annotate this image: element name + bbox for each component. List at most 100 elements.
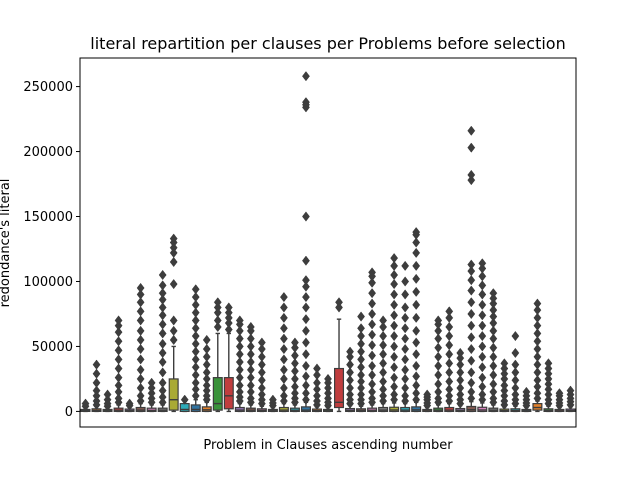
outlier-point (412, 312, 421, 323)
plot-area (80, 71, 576, 413)
outlier-point (158, 377, 167, 388)
outlier-point (202, 380, 211, 391)
outlier-point (136, 395, 145, 407)
outlier-point (302, 388, 310, 399)
outlier-point (489, 333, 498, 344)
outlier-point (500, 380, 509, 391)
outlier-point (379, 395, 388, 407)
outlier-point (158, 347, 167, 359)
outlier-point (224, 317, 233, 329)
outlier-point (489, 317, 498, 329)
outlier-point (390, 372, 399, 383)
outlier-point (500, 363, 509, 374)
outlier-point (379, 349, 388, 360)
outlier-point (467, 265, 476, 277)
outlier-point (114, 393, 123, 404)
outlier-point (136, 343, 145, 355)
outlier-point (235, 341, 244, 352)
outlier-point (434, 393, 443, 404)
outlier-point (390, 269, 399, 281)
outlier-point (467, 355, 476, 366)
outlier-point (92, 377, 101, 388)
outlier-point (412, 237, 421, 248)
outlier-point (191, 369, 200, 381)
outlier-point (279, 291, 288, 303)
outlier-point (456, 347, 465, 359)
outlier-point (114, 315, 123, 326)
outlier-point (136, 325, 145, 336)
box-iqr (212, 377, 223, 411)
outlier-point (412, 325, 421, 336)
outlier-point (302, 71, 310, 82)
outlier-point (500, 358, 509, 369)
outlier-point (357, 323, 365, 334)
outlier-point (544, 363, 553, 374)
outlier-point (401, 289, 410, 300)
outlier-point (81, 398, 90, 409)
outlier-point (434, 342, 443, 353)
outlier-point (379, 390, 388, 401)
outlier-point (412, 360, 421, 372)
outlier-point (489, 351, 498, 362)
outlier-point (434, 360, 443, 372)
outlier-point (412, 380, 421, 391)
outlier-point (346, 359, 354, 370)
box-iqr (466, 405, 477, 413)
outlier-point (478, 330, 487, 342)
y-axis-label: redondance's literal (0, 179, 13, 308)
outlier-point (147, 382, 156, 394)
outlier-point (291, 337, 299, 348)
y-tick-label: 100000 (23, 275, 73, 290)
outlier-point (158, 356, 167, 368)
outlier-point (412, 227, 421, 238)
outlier-point (136, 297, 145, 308)
outlier-point (401, 276, 410, 287)
outlier-point (302, 291, 310, 303)
outlier-point (489, 386, 498, 398)
outlier-point (533, 367, 542, 378)
outlier-point (158, 392, 167, 403)
outlier-point (169, 278, 178, 290)
outlier-point (191, 284, 200, 295)
outlier-point (324, 373, 332, 385)
outlier-point (302, 394, 310, 405)
box-32 (422, 389, 433, 413)
outlier-point (147, 393, 156, 404)
outlier-point (445, 349, 454, 360)
outlier-point (357, 394, 365, 405)
outlier-point (346, 346, 354, 357)
box-iqr (168, 378, 179, 411)
outlier-point (533, 343, 542, 355)
outlier-point (191, 384, 200, 395)
outlier-point (169, 233, 178, 244)
outlier-point (313, 390, 321, 401)
outlier-point (478, 280, 487, 291)
outlier-point (445, 330, 454, 342)
outlier-point (246, 333, 255, 344)
outlier-point (114, 386, 123, 398)
box-28 (378, 315, 389, 413)
outlier-point (169, 334, 178, 346)
outlier-point (489, 379, 498, 390)
outlier-point (257, 351, 266, 362)
outlier-point (533, 320, 542, 331)
outlier-point (114, 336, 123, 347)
outlier-point (467, 125, 476, 136)
box-13 (212, 297, 223, 413)
outlier-point (235, 325, 244, 336)
outlier-point (136, 334, 145, 346)
outlier-point (158, 294, 167, 305)
box-31 (411, 227, 422, 413)
outlier-point (489, 393, 498, 404)
outlier-point (379, 367, 388, 378)
box-21 (300, 71, 311, 413)
outlier-point (368, 319, 377, 330)
y-tick-label: 250000 (23, 80, 73, 95)
outlier-point (291, 373, 299, 385)
outlier-point (412, 299, 421, 310)
outlier-point (335, 302, 343, 313)
outlier-point (456, 382, 465, 394)
outlier-point (136, 315, 145, 326)
outlier-point (257, 394, 266, 405)
